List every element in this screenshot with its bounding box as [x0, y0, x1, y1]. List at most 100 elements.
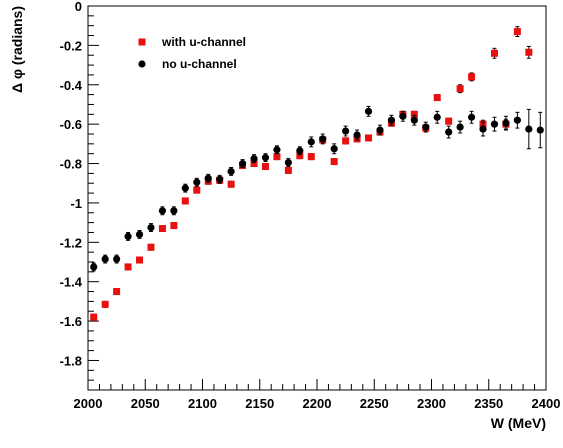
- data-point-circle: [90, 263, 98, 271]
- data-point-square: [513, 28, 521, 36]
- data-point-square: [136, 256, 144, 264]
- data-point-circle: [101, 255, 109, 263]
- data-point-circle: [525, 125, 533, 133]
- y-tick-label: -0.4: [60, 78, 83, 93]
- y-axis-title: Δ φ (radians): [9, 6, 25, 93]
- data-point-square: [525, 48, 533, 56]
- legend-label: with u-channel: [161, 35, 246, 49]
- data-point-circle: [513, 116, 521, 124]
- data-point-square: [456, 85, 464, 93]
- y-tick-label: -0.2: [60, 38, 82, 53]
- data-point-circle: [490, 120, 499, 128]
- data-point-circle: [364, 107, 373, 115]
- data-point-circle: [238, 159, 247, 168]
- legend-marker-circle: [138, 60, 146, 68]
- data-point-circle: [147, 223, 155, 232]
- data-point-circle: [536, 126, 544, 134]
- data-point-square: [490, 49, 498, 57]
- x-tick-label: 2200: [303, 396, 332, 411]
- legend-marker-square: [138, 38, 146, 46]
- data-point-square: [227, 180, 235, 188]
- data-point-square: [250, 160, 258, 168]
- data-point-circle: [433, 113, 441, 121]
- legend: with u-channel no u-channel: [138, 35, 246, 71]
- x-tick-label: 2100: [188, 396, 217, 411]
- data-point-square: [284, 166, 292, 174]
- axis-ticks: [87, 5, 547, 391]
- data-point-circle: [284, 158, 292, 167]
- y-tick-label: -1.6: [60, 314, 82, 329]
- data-point-square: [307, 153, 315, 161]
- data-point-circle: [445, 128, 453, 136]
- data-point-circle: [227, 167, 235, 176]
- data-point-circle: [307, 138, 315, 146]
- x-tick-label: 2150: [245, 396, 274, 411]
- data-point-circle: [113, 255, 121, 263]
- data-point-square: [365, 134, 373, 142]
- plot-frame: [87, 5, 547, 391]
- y-tick-label: -0.8: [60, 157, 82, 172]
- y-tick-label: -1.2: [60, 235, 82, 250]
- data-point-square: [113, 288, 121, 296]
- data-point-circle: [261, 154, 270, 162]
- data-point-square: [342, 137, 350, 145]
- data-point-square: [261, 162, 269, 170]
- data-point-square: [273, 153, 281, 161]
- data-point-circle: [456, 123, 464, 131]
- data-point-square: [433, 94, 441, 102]
- data-point-circle: [342, 127, 350, 135]
- axis-tick-labels: 2000 2050 2100 2150 2200 2250 2300 2350 2400 0 -0.…: [60, 0, 561, 411]
- data-point-square: [101, 300, 109, 308]
- data-point-circle: [204, 174, 212, 182]
- y-tick-label: -1: [70, 196, 82, 211]
- data-point-circle: [181, 184, 189, 192]
- data-point-square: [330, 158, 338, 166]
- series-no-u-channel: [90, 105, 544, 272]
- x-tick-label: 2350: [474, 396, 503, 411]
- x-tick-label: 2050: [131, 396, 160, 411]
- data-point-circle: [387, 116, 396, 124]
- x-tick-label: 2400: [532, 396, 561, 411]
- x-tick-label: 2300: [417, 396, 446, 411]
- data-point-square: [124, 263, 132, 271]
- x-tick-label: 2000: [74, 396, 103, 411]
- data-point-circle: [479, 125, 487, 133]
- y-tick-label: -1.8: [60, 353, 82, 368]
- data-point-circle: [193, 178, 201, 186]
- x-tick-label: 2250: [360, 396, 389, 411]
- data-point-circle: [330, 145, 338, 153]
- series-with-u-channel: [90, 26, 533, 321]
- y-tick-label: 0: [75, 0, 82, 14]
- data-point-circle: [422, 123, 430, 131]
- data-point-circle: [216, 175, 224, 183]
- data-point-circle: [410, 116, 418, 124]
- data-point-circle: [296, 147, 304, 155]
- series-layer: [90, 26, 544, 321]
- data-point-square: [158, 225, 166, 233]
- data-point-square: [468, 73, 476, 81]
- data-point-circle: [135, 230, 144, 239]
- data-point-square: [296, 152, 304, 160]
- data-point-square: [410, 110, 418, 118]
- data-point-circle: [273, 146, 281, 154]
- data-point-square: [445, 117, 453, 125]
- data-point-circle: [467, 113, 476, 121]
- y-tick-label: -1.4: [60, 275, 83, 290]
- legend-label: no u-channel: [162, 57, 237, 71]
- data-point-circle: [502, 119, 510, 127]
- data-point-circle: [250, 155, 258, 163]
- data-point-circle: [158, 207, 167, 215]
- data-point-circle: [170, 207, 178, 215]
- x-axis-title: W (MeV): [491, 415, 546, 431]
- data-point-square: [170, 222, 178, 230]
- y-tick-label: -0.6: [60, 117, 82, 132]
- data-point-circle: [319, 135, 327, 143]
- data-point-circle: [353, 131, 361, 139]
- data-point-circle: [376, 126, 384, 134]
- data-point-square: [193, 186, 201, 194]
- data-point-circle: [399, 112, 407, 120]
- data-point-square: [147, 243, 155, 251]
- data-point-circle: [124, 232, 132, 240]
